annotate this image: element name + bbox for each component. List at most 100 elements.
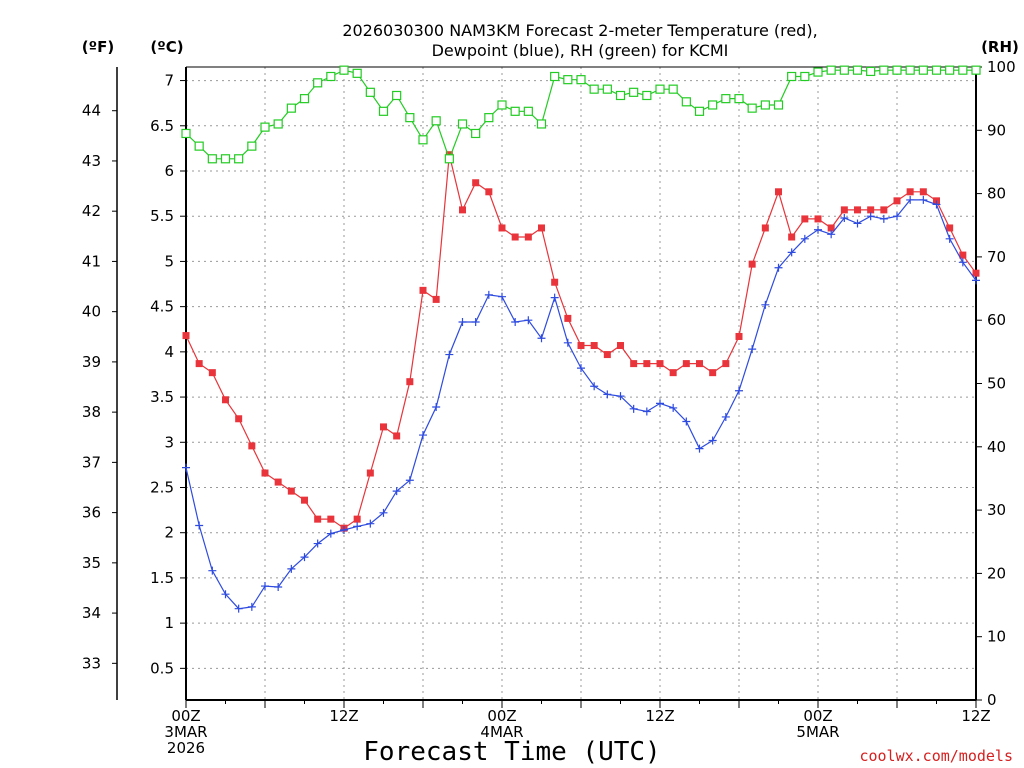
dewpoint-point: [195, 521, 204, 530]
rh-point: [721, 94, 731, 104]
temperature-point: [656, 360, 664, 368]
x-tick-label: 5MAR: [796, 723, 839, 741]
dewpoint-point: [629, 404, 638, 413]
dewpoint-point: [274, 582, 283, 591]
temperature-point: [261, 469, 269, 477]
dewpoint-point: [840, 214, 849, 223]
rh-point: [642, 90, 652, 101]
rh-point: [181, 128, 191, 139]
dewpoint-point: [484, 290, 493, 299]
rh-point: [405, 113, 415, 123]
rh-point: [576, 75, 586, 85]
rh-unit-label: (RH): [981, 38, 1019, 56]
dewpoint-point: [932, 200, 941, 209]
celsius-tick-label: 1.5: [150, 569, 174, 587]
temperature-point: [551, 278, 559, 286]
temperature-point: [735, 332, 743, 340]
dewpoint-point: [972, 276, 980, 285]
rh-point: [787, 71, 797, 82]
dewpoint-point: [563, 338, 572, 347]
rh-point: [773, 100, 784, 110]
temperature-point: [222, 396, 229, 404]
dewpoint-point: [919, 195, 928, 204]
dewpoint-point: [603, 390, 612, 399]
temperature-point: [248, 442, 256, 450]
rh-point: [694, 106, 705, 116]
temperature-point: [419, 286, 427, 294]
temperature-point: [432, 295, 440, 303]
rh-point: [510, 106, 520, 116]
rh-point: [615, 90, 626, 101]
x-tick-label: 00Z: [487, 707, 516, 725]
rh-point: [852, 65, 863, 75]
x-tick-label: 12Z: [329, 707, 358, 725]
temperature-point: [788, 233, 796, 241]
fahrenheit-tick-label: 38: [82, 403, 101, 421]
temperature-point: [472, 179, 480, 187]
temperature-point: [287, 487, 295, 495]
dewpoint-point: [353, 522, 362, 531]
chart-title-line2: Dewpoint (blue), RH (green) for KCMI: [432, 41, 729, 60]
dewpoint-point: [695, 444, 704, 453]
dewpoint-point: [182, 463, 190, 472]
dewpoint-point: [392, 487, 401, 496]
temperature-point: [959, 251, 967, 259]
dewpoint-point: [247, 602, 256, 611]
temperature-point: [840, 206, 848, 214]
dewpoint-point: [471, 318, 480, 327]
dewpoint-point: [550, 293, 559, 302]
rh-point: [457, 119, 468, 129]
rh-point: [760, 100, 770, 110]
temperature-point: [709, 369, 717, 377]
temperature-point: [827, 224, 835, 232]
rh-point: [484, 113, 494, 123]
x-tick-label: 12Z: [645, 707, 674, 725]
rh-tick-label: 10: [987, 628, 1006, 646]
fahrenheit-tick-label: 44: [82, 102, 101, 120]
temperature-point: [353, 515, 361, 523]
temperature-point: [524, 233, 532, 241]
rh-point: [339, 65, 349, 75]
rh-point: [392, 90, 402, 101]
axes: 0.5 1 1.5 2 2.5 3 3.5 4 4.5 5 5.5 6 6.5 7 33 34 35 36 37 38…: [82, 58, 1016, 757]
credit-text: coolwx.com/models: [859, 747, 1013, 765]
dewpoint-point: [234, 604, 243, 613]
rh-point: [431, 116, 441, 126]
dewpoint-point: [945, 234, 954, 243]
rh-point: [589, 84, 599, 94]
rh-point: [879, 65, 889, 75]
fahrenheit-unit-label: (ºF): [82, 38, 114, 56]
temperature-point: [208, 369, 216, 377]
dewpoint-point: [669, 403, 678, 412]
temperature-point: [682, 360, 690, 368]
celsius-tick-label: 0.5: [150, 659, 174, 677]
rh-point: [444, 154, 454, 164]
temperature-point: [946, 224, 954, 232]
dewpoint-point: [682, 417, 691, 426]
dewpoint-point: [340, 525, 348, 534]
x-tick-label: 00Z: [803, 707, 832, 725]
rh-point: [681, 97, 691, 107]
temperature-point: [617, 342, 624, 350]
dewpoint-point: [893, 212, 901, 221]
temperature-point: [459, 206, 466, 214]
rh-point: [207, 154, 217, 164]
temperature-point: [485, 188, 493, 196]
dewpoint-point: [721, 412, 730, 421]
temperature-point: [195, 360, 203, 368]
dewpoint-point: [366, 519, 375, 528]
dewpoint-point: [379, 508, 388, 517]
rh-point: [365, 87, 375, 97]
dewpoint-point: [642, 407, 651, 416]
rh-point: [734, 94, 744, 104]
temperature-point: [327, 515, 335, 523]
dewpoint-point: [748, 345, 757, 354]
x-tick-label: 12Z: [961, 707, 990, 725]
dewpoint-point: [958, 258, 967, 267]
celsius-tick-label: 3: [164, 433, 174, 451]
dewpoint-point: [761, 300, 770, 309]
rh-point: [655, 84, 665, 94]
temperature-point: [406, 378, 414, 386]
rh-point: [260, 122, 270, 132]
rh-tick-label: 90: [987, 121, 1006, 139]
